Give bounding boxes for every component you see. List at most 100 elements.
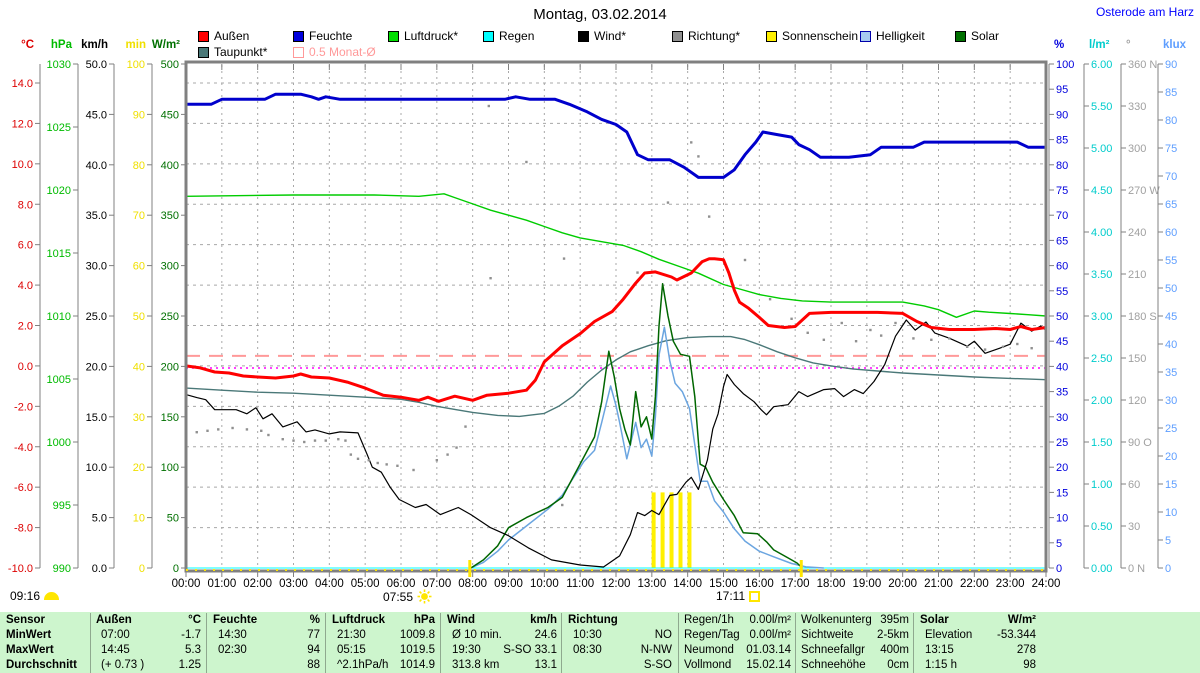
location-label: Osterode am Harz — [1095, 5, 1194, 19]
svg-text:30: 30 — [1056, 412, 1068, 424]
table-cell: Außen °C — [96, 614, 201, 626]
svg-text:80: 80 — [1056, 160, 1068, 172]
svg-text:50: 50 — [167, 513, 179, 525]
svg-text:02:00: 02:00 — [243, 578, 272, 590]
legend-swatch — [198, 30, 209, 42]
table-cell: Feuchte% — [213, 614, 320, 626]
table-separator — [325, 613, 326, 673]
table-cell: 88 — [307, 659, 320, 671]
svg-text:40: 40 — [1056, 361, 1068, 373]
svg-text:10.0: 10.0 — [12, 159, 33, 171]
svg-text:45: 45 — [1165, 311, 1177, 323]
svg-text:11:00: 11:00 — [566, 578, 594, 590]
svg-text:12.0: 12.0 — [12, 118, 33, 130]
svg-text:19:00: 19:00 — [852, 578, 881, 590]
sunset-marker: 17:11 — [716, 589, 761, 603]
svg-text:21:00: 21:00 — [924, 578, 953, 590]
svg-text:03:00: 03:00 — [279, 578, 308, 590]
table-cell: Schneehöhe 0cm — [801, 659, 909, 671]
svg-text:350: 350 — [161, 210, 179, 222]
table-cell: MinWert — [6, 629, 52, 641]
svg-text:330: 330 — [1128, 101, 1146, 113]
legend-label: Solar — [971, 29, 1000, 43]
axis-kmh: 50.0 45.0 40.0 35.0 30.0 25.0 20.0 15.0 10.0 5.0 0… — [81, 39, 115, 575]
svg-text:450: 450 — [161, 109, 179, 121]
table-cell: MaxWert — [6, 644, 54, 656]
legend-swatch — [578, 30, 589, 42]
svg-text:100: 100 — [127, 59, 145, 71]
series-Feuchte — [186, 92, 1046, 179]
svg-text:60: 60 — [1165, 227, 1177, 239]
legend-item-sonnenschein: Sonnenschein — [766, 29, 858, 43]
axis-unit-min: min — [126, 39, 146, 51]
table-separator — [678, 613, 679, 673]
svg-text:85: 85 — [1165, 87, 1177, 99]
svg-text:360 N: 360 N — [1128, 59, 1157, 71]
table-separator — [206, 613, 207, 673]
svg-text:10: 10 — [1165, 507, 1177, 519]
svg-text:50: 50 — [1165, 283, 1177, 295]
legend-label: Feuchte — [309, 29, 353, 43]
svg-text:-10.0: -10.0 — [8, 563, 33, 575]
svg-text:0.00: 0.00 — [1091, 563, 1112, 575]
svg-text:990: 990 — [53, 563, 71, 575]
legend-label: Regen — [499, 29, 535, 43]
sunset-label: 17:11 — [716, 589, 746, 603]
table-cell: (+ 0.73 ) 1.25 — [101, 659, 201, 671]
svg-text:20: 20 — [1056, 462, 1068, 474]
svg-text:2.0: 2.0 — [18, 321, 33, 333]
svg-text:70: 70 — [133, 210, 145, 222]
svg-text:50: 50 — [133, 311, 145, 323]
table-cell: Vollmond 15.02.14 — [684, 659, 791, 671]
svg-text:35.0: 35.0 — [86, 210, 107, 222]
svg-text:01:00: 01:00 — [207, 578, 236, 590]
gridlines — [186, 65, 1046, 568]
svg-text:-4.0: -4.0 — [14, 442, 33, 454]
svg-text:10: 10 — [133, 513, 145, 525]
svg-text:06:00: 06:00 — [387, 578, 416, 590]
svg-text:20:00: 20:00 — [888, 578, 917, 590]
legend-swatch — [766, 30, 777, 42]
series-lines — [185, 92, 1047, 569]
svg-text:90: 90 — [1165, 59, 1177, 71]
table-cell: Wind km/h — [447, 614, 557, 626]
svg-text:100: 100 — [1056, 59, 1074, 71]
svg-text:20.0: 20.0 — [86, 361, 107, 373]
legend-label: Außen — [214, 29, 250, 43]
series-Luftdruck — [185, 193, 1047, 318]
svg-text:5.0: 5.0 — [92, 513, 107, 525]
legend-label: Taupunkt* — [214, 45, 268, 59]
svg-text:35: 35 — [1056, 387, 1068, 399]
sunset-icon — [749, 590, 761, 602]
table-separator — [913, 613, 914, 673]
legend-item-taupunkt: Taupunkt* — [198, 45, 268, 59]
svg-text:23:00: 23:00 — [996, 578, 1025, 590]
svg-text:2.50: 2.50 — [1091, 353, 1112, 365]
svg-text:500: 500 — [161, 59, 179, 71]
svg-text:80: 80 — [1165, 115, 1177, 127]
table-cell: 19:30 S-SO 33.1 — [452, 644, 557, 656]
legend-item-feuchte: Feuchte — [293, 29, 353, 43]
svg-text:1015: 1015 — [47, 248, 71, 260]
svg-text:04:00: 04:00 — [315, 578, 344, 590]
table-cell: 1:15 h 98 — [925, 659, 1036, 671]
legend-swatch — [293, 46, 304, 58]
table-cell: 21:30 1009.8 — [337, 629, 435, 641]
axis-unit-wm2: W/m² — [152, 39, 180, 51]
svg-text:60: 60 — [133, 261, 145, 273]
svg-text:1000: 1000 — [47, 437, 71, 449]
axis-pct: 1009590858075706560555045403530252015105… — [1048, 39, 1074, 575]
table-cell: Regen/1h 0.00l/m² — [684, 614, 791, 626]
table-cell: Schneefallgr 400m — [801, 644, 909, 656]
legend-item-auen: Außen — [198, 29, 250, 43]
svg-text:20: 20 — [1165, 451, 1177, 463]
svg-text:250: 250 — [161, 311, 179, 323]
scatter-richtung — [195, 104, 1033, 507]
svg-text:60: 60 — [1128, 479, 1140, 491]
svg-text:17:00: 17:00 — [781, 578, 810, 590]
table-separator — [440, 613, 441, 673]
day-length-sun-icon — [44, 592, 60, 600]
table-cell: Luftdruck hPa — [332, 614, 435, 626]
svg-text:300: 300 — [161, 261, 179, 273]
